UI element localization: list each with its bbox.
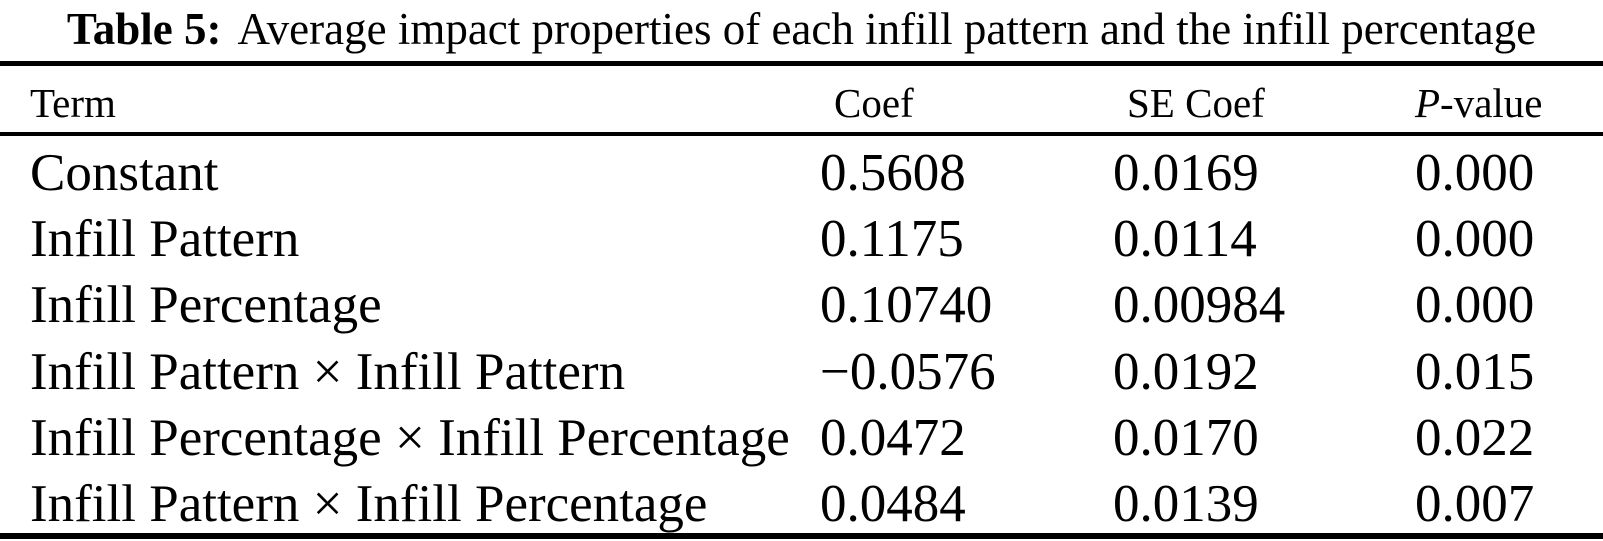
coef-cell: 0.10740	[820, 276, 993, 335]
bottom-rule	[0, 533, 1603, 539]
p-value-cell: 0.015	[1415, 342, 1535, 401]
term-cell: Constant	[30, 144, 219, 203]
column-header-term: Term	[30, 79, 116, 126]
se-coef-cell: 0.0170	[1113, 408, 1259, 467]
se-coef-cell: 0.00984	[1113, 276, 1286, 335]
se-coef-cell: 0.0169	[1113, 144, 1259, 203]
table-body: Constant 0.5608 0.0169 0.000 Infill Patt…	[0, 136, 1603, 533]
coef-cell: −0.0576	[820, 342, 996, 401]
column-header-p-value: P-value	[1415, 79, 1603, 127]
se-coef-cell: 0.0192	[1113, 342, 1259, 401]
term-cell: Infill Pattern	[30, 210, 300, 269]
term-cell: Infill Percentage × Infill Percentage	[30, 408, 790, 467]
table-caption: Table 5: Average impact properties of eac…	[0, 0, 1603, 58]
term-cell: Infill Percentage	[30, 276, 382, 335]
table-row: Constant 0.5608 0.0169 0.000	[0, 136, 1603, 202]
table-row: Infill Pattern × Infill Percentage 0.048…	[0, 467, 1603, 533]
p-value-cell: 0.022	[1415, 408, 1535, 467]
p-value-cell: 0.000	[1415, 276, 1535, 335]
table-row: Infill Pattern 0.1175 0.0114 0.000	[0, 202, 1603, 268]
header-rule	[0, 132, 1603, 136]
p-value-cell: 0.007	[1415, 474, 1535, 533]
se-coef-cell: 0.0139	[1113, 474, 1259, 533]
table-caption-text: Average impact properties of each infill…	[237, 4, 1537, 54]
coef-cell: 0.0484	[820, 474, 966, 533]
header-row: Term Coef SE Coef P-value	[0, 67, 1603, 132]
p-value-header-rest: -value	[1440, 79, 1543, 126]
p-value-cell: 0.000	[1415, 210, 1535, 269]
p-value-cell: 0.000	[1415, 144, 1535, 203]
top-rule	[0, 61, 1603, 66]
table-row: Infill Percentage 0.10740 0.00984 0.000	[0, 268, 1603, 334]
term-cell: Infill Pattern × Infill Pattern	[30, 342, 626, 401]
table-row: Infill Percentage × Infill Percentage 0.…	[0, 401, 1603, 467]
column-header-coef: Coef	[834, 79, 914, 126]
se-coef-cell: 0.0114	[1113, 210, 1257, 269]
coef-cell: 0.0472	[820, 408, 966, 467]
coef-cell: 0.5608	[820, 144, 966, 203]
term-cell: Infill Pattern × Infill Percentage	[30, 474, 708, 533]
p-value-header-italic: P	[1415, 79, 1441, 126]
column-header-se-coef: SE Coef	[1127, 79, 1265, 126]
table-row: Infill Pattern × Infill Pattern −0.0576 …	[0, 334, 1603, 401]
coef-cell: 0.1175	[820, 210, 964, 269]
table-caption-label: Table 5:	[66, 4, 222, 54]
